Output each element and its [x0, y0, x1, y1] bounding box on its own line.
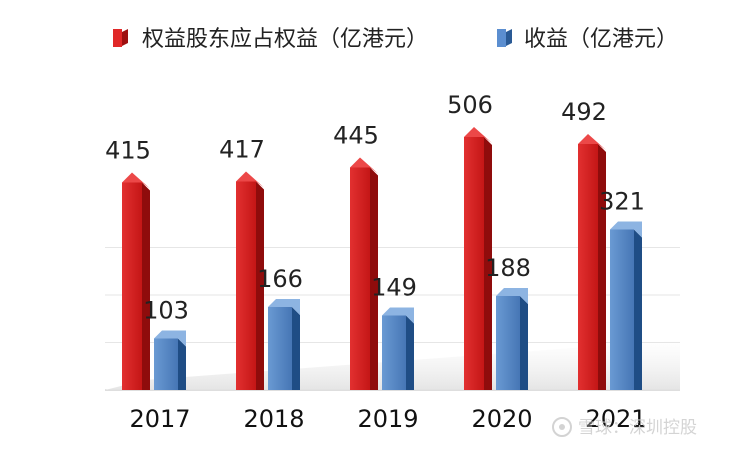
- watermark-text: 雪球：深圳控股: [578, 418, 697, 438]
- x-tick-2019: 2019: [357, 405, 418, 433]
- x-tick-2017: 2017: [129, 405, 190, 433]
- bars: [122, 127, 642, 390]
- data-label-revenue-2019: 149: [371, 274, 417, 302]
- bar-revenue-2017: [154, 330, 186, 390]
- legend-item-equity: 权益股东应占权益（亿港元）: [113, 27, 428, 52]
- data-label-revenue-2020: 188: [485, 254, 531, 282]
- legend-label-equity: 权益股东应占权益（亿港元）: [142, 27, 428, 52]
- bar-equity-2021: [578, 134, 606, 390]
- data-label-revenue-2021: 321: [599, 188, 645, 216]
- legend-swatch-blue: [497, 29, 512, 47]
- x-tick-2020: 2020: [471, 405, 532, 433]
- x-tick-2021: 2021: [585, 405, 646, 433]
- data-label-equity-2017: 415: [105, 137, 151, 165]
- bar-revenue-2020: [496, 288, 528, 390]
- bar-revenue-2018: [268, 299, 300, 390]
- watermark: 雪球：深圳控股: [552, 417, 697, 438]
- data-label-equity-2021: 492: [561, 98, 607, 126]
- bar-equity-2017: [122, 172, 150, 390]
- data-label-equity-2018: 417: [219, 136, 265, 164]
- bar-revenue-2021: [610, 221, 642, 390]
- data-label-equity-2019: 445: [333, 122, 379, 150]
- data-label-revenue-2018: 166: [257, 265, 303, 293]
- legend-item-revenue: 收益（亿港元）: [497, 27, 678, 52]
- bar-equity-2020: [464, 127, 492, 390]
- x-tick-2018: 2018: [243, 405, 304, 433]
- bar-equity-2019: [350, 157, 378, 390]
- legend: 权益股东应占权益（亿港元） 收益（亿港元）: [113, 27, 678, 52]
- data-label-revenue-2017: 103: [143, 297, 189, 325]
- snowball-icon: [552, 417, 572, 437]
- legend-swatch-red: [113, 29, 128, 47]
- legend-label-revenue: 收益（亿港元）: [524, 27, 678, 52]
- data-label-equity-2020: 506: [447, 91, 493, 119]
- bar-equity-2018: [236, 171, 264, 390]
- x-axis-ticks: 2017 2018 2019 2020 2021: [129, 405, 646, 433]
- bar-revenue-2019: [382, 307, 414, 390]
- data-labels: 415 103 417 166 445 149 506 188 492 321: [105, 91, 645, 325]
